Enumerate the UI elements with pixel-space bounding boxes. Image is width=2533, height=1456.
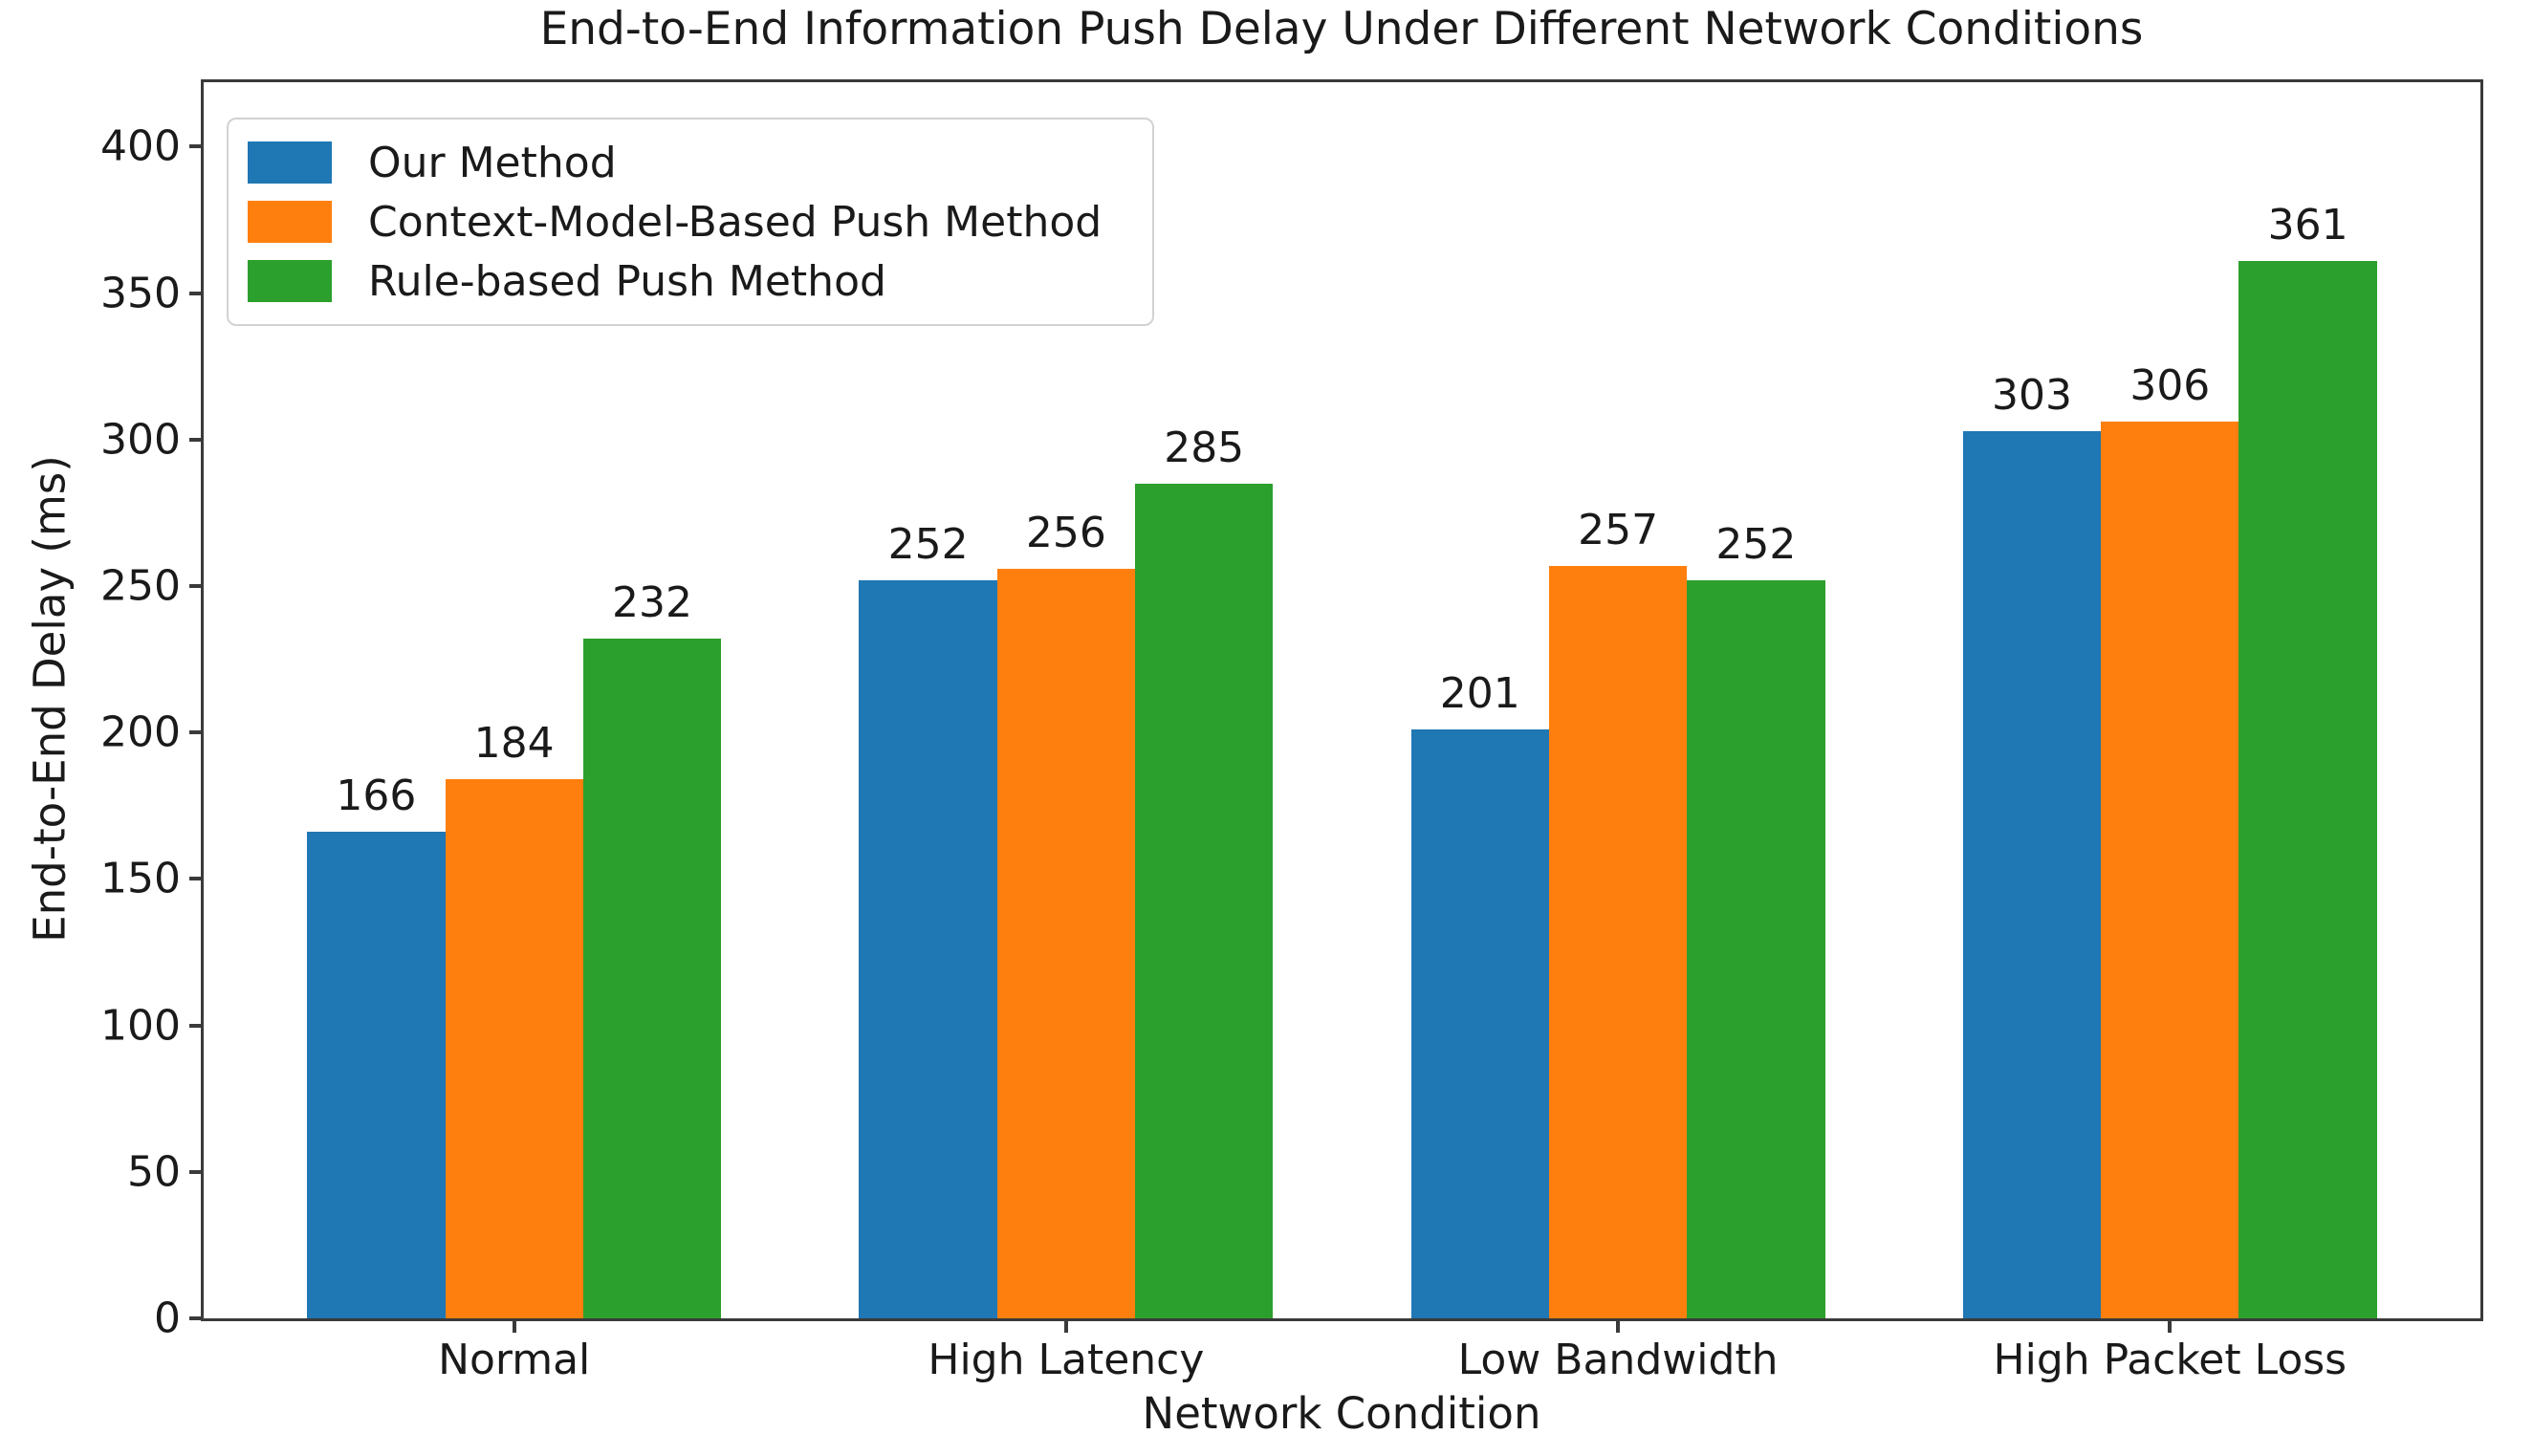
legend-swatch xyxy=(248,201,332,243)
bar xyxy=(859,579,997,1318)
y-axis-label: End-to-End Delay (ms) xyxy=(24,455,76,943)
y-tick-label: 350 xyxy=(100,269,181,318)
bar xyxy=(1135,483,1274,1318)
bar-value-label: 306 xyxy=(2129,361,2211,411)
bar xyxy=(1962,430,2102,1318)
plot-area: Our Method Context-Model-Based Push Metho… xyxy=(100,79,2483,1384)
bar-value-label: 303 xyxy=(1992,370,2072,420)
y-tick-label: 250 xyxy=(100,561,181,611)
x-tick-label: Normal xyxy=(438,1336,591,1384)
x-tick-label: Low Bandwidth xyxy=(1457,1336,1779,1384)
x-tick-label: High Packet Loss xyxy=(1993,1336,2347,1384)
y-tick-label: 400 xyxy=(100,121,181,171)
y-tick-label: 50 xyxy=(127,1147,181,1197)
bar-value-label: 285 xyxy=(1164,423,1245,472)
y-tick-mark xyxy=(189,1316,201,1320)
bar-value-label: 232 xyxy=(611,578,692,628)
legend: Our Method Context-Model-Based Push Metho… xyxy=(227,118,1154,326)
y-tick-label: 0 xyxy=(154,1293,181,1343)
bar xyxy=(582,639,722,1318)
legend-item: Rule-based Push Method xyxy=(248,251,1135,311)
bar xyxy=(1548,565,1688,1318)
y-tick-mark xyxy=(189,144,201,149)
y-tick-mark xyxy=(189,730,201,735)
bar xyxy=(2101,422,2239,1318)
y-tick-label: 200 xyxy=(100,707,181,757)
bar-value-label: 201 xyxy=(1439,669,1520,719)
x-axis-label: Network Condition xyxy=(1142,1388,1541,1439)
y-tick-label: 300 xyxy=(100,415,181,465)
chart-title: End-to-End Information Push Delay Under … xyxy=(539,3,2144,55)
legend-swatch xyxy=(248,260,332,302)
bar xyxy=(1410,729,1549,1318)
legend-label: Context-Model-Based Push Method xyxy=(368,197,1103,247)
y-tick-mark xyxy=(189,1169,201,1174)
y-tick-mark xyxy=(189,291,201,295)
bar-value-label: 166 xyxy=(336,771,417,821)
legend-swatch xyxy=(248,141,332,184)
x-tick-mark xyxy=(2168,1321,2173,1333)
x-tick-mark xyxy=(512,1321,516,1333)
bar-value-label: 257 xyxy=(1578,505,1659,554)
x-tick-label: High Latency xyxy=(928,1336,1205,1384)
x-tick-mark xyxy=(1616,1321,1621,1333)
bar-value-label: 184 xyxy=(473,719,555,769)
bar xyxy=(307,832,446,1318)
bar xyxy=(996,568,1136,1318)
y-tick-mark xyxy=(189,877,201,881)
bar-value-label: 252 xyxy=(887,519,969,569)
bar xyxy=(445,779,583,1318)
y-tick-mark xyxy=(189,584,201,588)
bar-value-label: 252 xyxy=(1715,519,1797,569)
y-tick-label: 150 xyxy=(100,854,181,903)
bar-value-label: 256 xyxy=(1025,508,1106,557)
bar xyxy=(2238,260,2377,1318)
bar xyxy=(1687,579,1825,1318)
y-tick-mark xyxy=(189,437,201,442)
y-tick-mark xyxy=(189,1023,201,1028)
legend-label: Rule-based Push Method xyxy=(368,256,886,306)
legend-label: Our Method xyxy=(368,138,617,187)
bar-value-label: 361 xyxy=(2267,200,2348,250)
legend-item: Context-Model-Based Push Method xyxy=(248,192,1135,251)
legend-item: Our Method xyxy=(248,133,1135,192)
x-tick-mark xyxy=(1063,1321,1068,1333)
y-tick-label: 100 xyxy=(100,1001,181,1051)
